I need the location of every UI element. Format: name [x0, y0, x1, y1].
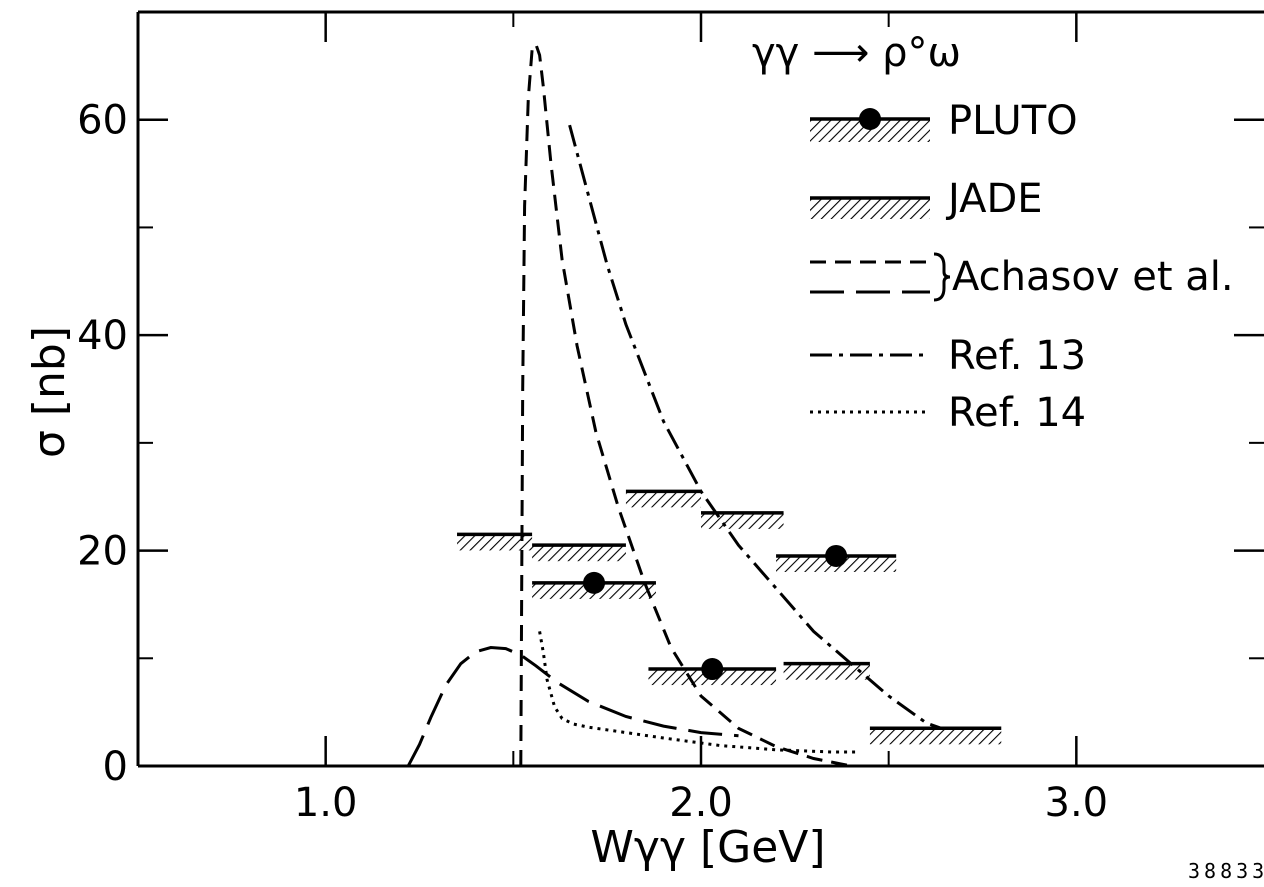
- figure-id-label: 38833: [1188, 859, 1264, 883]
- legend-brace: [933, 252, 951, 302]
- pluto-point: [583, 571, 606, 594]
- y-tick-label: 40: [77, 313, 128, 359]
- data-bins: [457, 489, 1002, 745]
- theory-curves: [406, 41, 942, 768]
- y-axis-title: σ [nb]: [24, 326, 75, 458]
- curve-short-dash: [519, 41, 852, 768]
- y-tick-label: 20: [77, 529, 128, 575]
- legend-label-ref13: Ref. 13: [948, 333, 1086, 379]
- curve-dash-dot: [568, 124, 942, 730]
- reaction-label: γγ ⟶ ρ°ω: [752, 30, 961, 76]
- legend-label-achasov: Achasov et al.: [952, 254, 1234, 300]
- jade-bin-hatch: [783, 663, 870, 680]
- jade-bin-hatch: [701, 512, 784, 529]
- jade-bin-hatch: [625, 491, 701, 508]
- curve-long-dash: [406, 645, 739, 767]
- legend-pluto-hatch: [810, 120, 930, 142]
- curve-dotted: [538, 631, 859, 754]
- pluto-point: [701, 658, 724, 681]
- x-axis-title: Wγγ [GeV]: [590, 822, 825, 873]
- y-tick-label: 60: [77, 98, 128, 144]
- legend-label-ref14: Ref. 14: [948, 390, 1086, 436]
- y-tick-label: 0: [103, 744, 128, 790]
- x-tick-label: 1.0: [294, 780, 358, 826]
- pluto-point: [825, 544, 848, 567]
- legend-label-pluto: PLUTO: [948, 98, 1078, 144]
- jade-bin-hatch: [457, 534, 533, 551]
- x-tick-label: 3.0: [1045, 780, 1109, 826]
- jade-bin-hatch: [869, 728, 1002, 745]
- plot-frame: [136, 10, 1264, 768]
- axis-ticks: 1.0 2.0 3.0 0 20 40 60: [77, 12, 1264, 826]
- legend-label-jade: JADE: [945, 176, 1043, 222]
- legend-jade-hatch: [810, 199, 930, 219]
- x-tick-label: 2.0: [669, 780, 733, 826]
- jade-bin-hatch: [532, 545, 626, 562]
- legend-pluto-marker: [859, 108, 881, 130]
- legend: γγ ⟶ ρ°ω PLUTO JADE Achasov et al. Ref. 13 Re…: [752, 30, 1234, 436]
